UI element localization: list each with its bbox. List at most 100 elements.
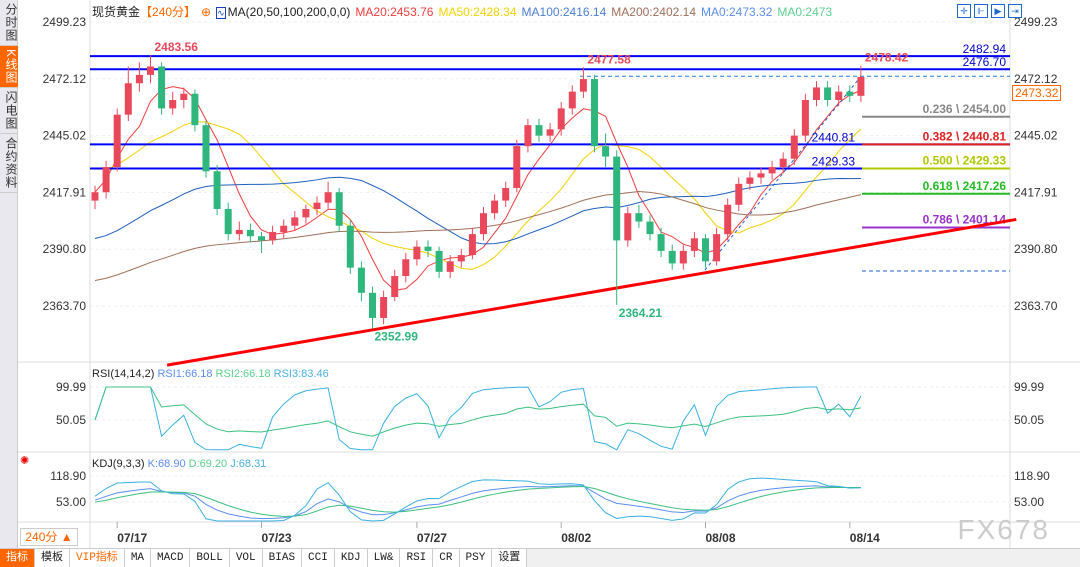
fib-label: 0.236 \ 2454.00	[923, 102, 1007, 116]
candle-body	[224, 208, 232, 235]
kdj-tick-left: 53.00	[56, 495, 86, 509]
candle-body	[735, 183, 743, 205]
crosshair-icon[interactable]: ✛	[957, 4, 971, 18]
ma-line-0	[94, 86, 862, 291]
chart-canvas[interactable]: 2499.23 2499.23 2472.12 2472.12 2445.02 2445.…	[0, 0, 1080, 548]
candle-body	[602, 146, 610, 157]
horizontal-line-label: 2482.94	[963, 42, 1007, 56]
price-tick-right: 2472.12	[1014, 72, 1058, 86]
sidebar-item-contract[interactable]: 合约资料	[0, 134, 18, 194]
toolbar-3[interactable]: MA	[124, 549, 152, 567]
price-annotation: 2364.21	[619, 306, 663, 320]
toolbar-11[interactable]: RSI	[400, 549, 434, 567]
toolbar-7[interactable]: BIAS	[262, 549, 303, 567]
end-icon[interactable]: ⇥	[1008, 4, 1022, 18]
candle-body	[657, 234, 665, 251]
play-icon[interactable]: ▶	[991, 4, 1005, 18]
candle-body	[579, 79, 587, 92]
sidebar-item-timeshare[interactable]: 分时图	[0, 0, 18, 46]
date-label: 07/23	[262, 531, 292, 545]
candle-body	[102, 167, 110, 193]
toolbar-13[interactable]: PSY	[459, 549, 493, 567]
rsi-tick-left: 50.05	[56, 413, 86, 427]
kdj-params: KDJ(9,3,3)	[92, 458, 145, 470]
toolbar-14[interactable]: 设置	[492, 549, 528, 567]
toolbar-2[interactable]: VIP指标	[70, 549, 125, 567]
j-line	[94, 477, 861, 522]
candle-body	[357, 267, 365, 293]
candle-body	[457, 255, 465, 262]
candle-body	[591, 79, 598, 147]
toolbar-5[interactable]: BOLL	[190, 549, 230, 567]
price-annotation: 2352.99	[375, 329, 419, 343]
candle-body	[635, 213, 643, 222]
candle-body	[846, 91, 854, 96]
candle-body	[724, 204, 732, 235]
toolbar-9[interactable]: KDJ	[334, 549, 368, 567]
toolbar-6[interactable]: VOL	[229, 549, 263, 567]
candle-body	[524, 125, 532, 147]
price-tick-right: 2390.80	[1014, 242, 1058, 256]
kdj-tick-right: 53.00	[1014, 495, 1044, 509]
price-tick-right: 2499.23	[1014, 15, 1058, 29]
candle-body	[235, 229, 243, 235]
ma-line-2	[94, 176, 861, 245]
price-tick-left: 2445.02	[43, 129, 87, 143]
symbol-name: 现货黄金	[92, 5, 141, 19]
price-tick-left: 2417.91	[43, 185, 87, 199]
date-label: 08/08	[706, 531, 736, 545]
add-icon[interactable]: ⊕	[201, 5, 212, 19]
toolbar-10[interactable]: LW&	[367, 549, 401, 567]
candle-body	[246, 229, 254, 237]
candle-body	[446, 261, 454, 272]
candle-body	[502, 188, 510, 201]
period-selector[interactable]: 240分 ▲	[20, 528, 78, 546]
candle-body	[835, 91, 843, 101]
candle-body	[779, 158, 787, 168]
ma-indicator-icon[interactable]: ∿	[216, 7, 226, 19]
candle-body	[491, 200, 499, 214]
settings-sun-icon[interactable]: ✺	[20, 455, 30, 467]
candle-body	[513, 146, 521, 189]
candle-body	[324, 192, 332, 203]
rsi-params: RSI(14,14,2)	[92, 368, 155, 380]
candle-body	[702, 238, 709, 262]
price-tick-left: 2363.70	[43, 299, 87, 313]
candle-body	[668, 250, 676, 264]
date-label: 08/02	[561, 531, 591, 545]
horizontal-line-label: 2429.33	[812, 154, 856, 168]
price-annotation: 2477.58	[587, 52, 631, 66]
candle-body	[124, 83, 132, 115]
candle-body	[468, 234, 476, 256]
rsi3-value: RSI3:83.46	[273, 368, 329, 380]
horizontal-line-label: 2440.81	[812, 130, 856, 144]
candle-body	[546, 129, 554, 136]
toolbar-4[interactable]: MACD	[151, 549, 191, 567]
fib-label: 0.382 \ 2440.81	[923, 129, 1007, 143]
candle-body	[413, 246, 421, 260]
ma20-value: MA20:2453.76	[355, 5, 434, 19]
chart-header: 现货黄金【240分】 ⊕ ∿ MA(20,50,100,200,0,0) MA20:24…	[92, 3, 837, 20]
toolbar-12[interactable]: CR	[433, 549, 460, 567]
support-trendline	[166, 217, 1017, 367]
toolbar-0[interactable]: 指标	[0, 549, 35, 567]
toolbar-8[interactable]: CCI	[302, 549, 335, 567]
current-price-tag: 2473.32	[1012, 85, 1062, 101]
date-label: 07/17	[117, 531, 147, 545]
kdj-tick-right: 118.90	[1014, 469, 1050, 483]
candle-body	[424, 246, 432, 251]
sidebar-item-kline[interactable]: K线图	[0, 46, 18, 89]
candle-body	[690, 238, 698, 251]
rsi-tick-right: 50.05	[1014, 413, 1044, 427]
d-line	[94, 486, 861, 517]
ma100-value: MA100:2416.14	[521, 5, 607, 19]
sidebar-item-flash[interactable]: 闪电图	[0, 88, 18, 135]
zoom-range-icon[interactable]: ⊩	[974, 4, 988, 18]
candle-body	[757, 173, 765, 178]
toolbar-1[interactable]: 模板	[35, 549, 70, 567]
candle-body	[335, 192, 343, 226]
rsi-legend: RSI(14,14,2) RSI1:66.18 RSI2:66.18 RSI3:…	[92, 368, 329, 380]
ma0-value-2: MA0:2473	[777, 5, 833, 19]
rsi-tick-left: 99.99	[56, 380, 86, 394]
candle-body	[113, 114, 121, 168]
